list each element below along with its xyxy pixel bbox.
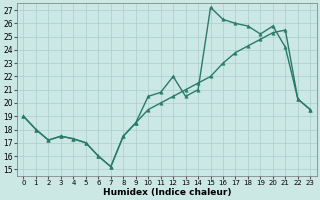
- X-axis label: Humidex (Indice chaleur): Humidex (Indice chaleur): [103, 188, 231, 197]
